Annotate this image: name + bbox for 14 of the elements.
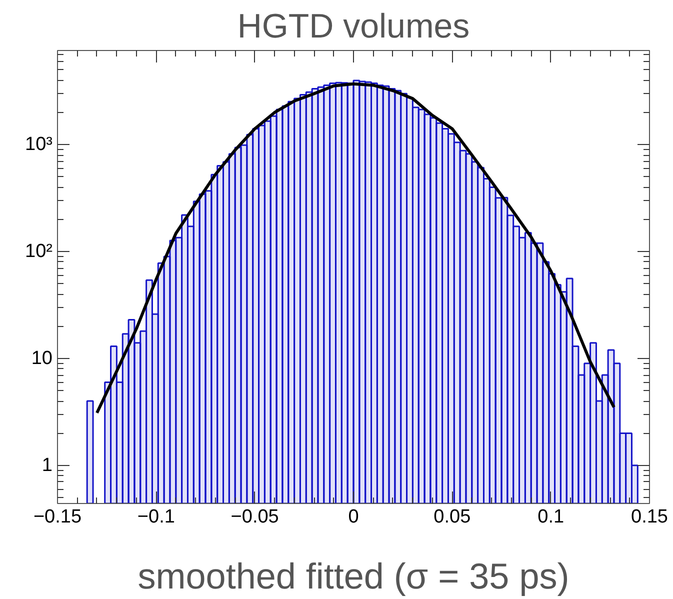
x-tick-label: −0.15: [33, 506, 82, 528]
x-tick-label: 0.15: [631, 506, 668, 528]
y-tick-label: 1: [42, 454, 53, 476]
y-tick-label: 10³: [25, 134, 53, 156]
y-tick-label: 10²: [25, 241, 53, 262]
y-tick-label: 10: [31, 348, 53, 369]
x-tick-label: −0.1: [137, 506, 175, 528]
x-tick-label: 0: [348, 506, 359, 528]
x-tick-label: 0.1: [538, 506, 564, 528]
x-axis-title: smoothed fitted (σ = 35 ps): [138, 556, 570, 596]
x-tick-label: −0.05: [230, 506, 279, 528]
line-series: [95, 82, 616, 414]
chart-title: HGTD volumes: [237, 8, 470, 46]
x-tick-label: 0.05: [434, 506, 471, 528]
